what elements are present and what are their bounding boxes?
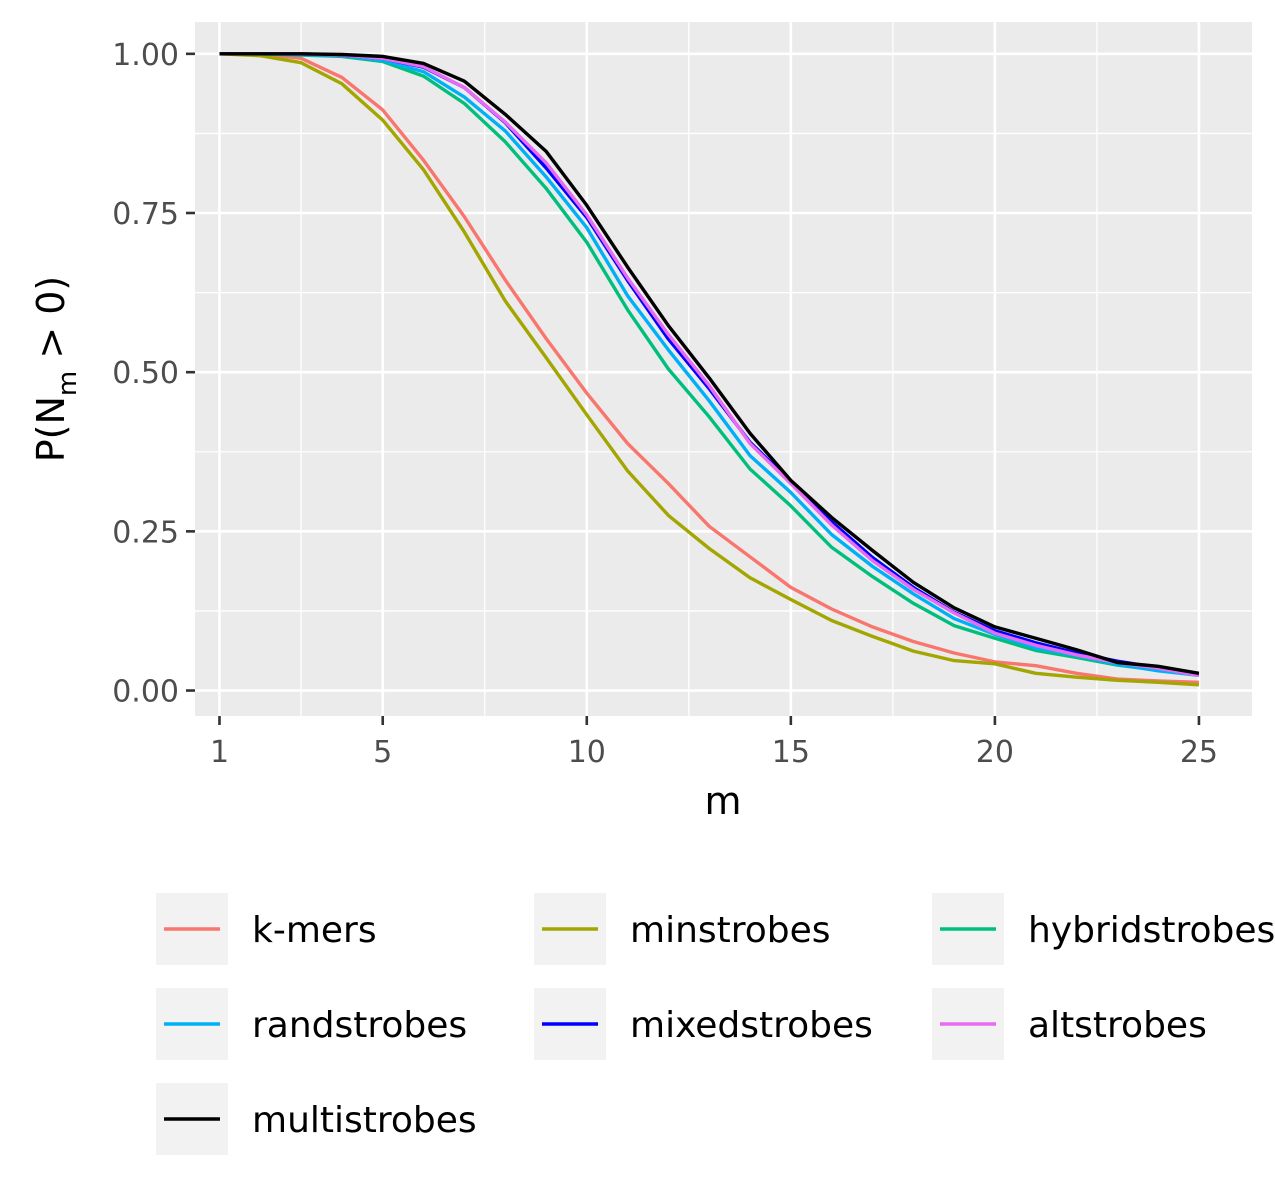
x-tick-label: 5 (373, 735, 392, 770)
minor-gridlines (195, 22, 1252, 716)
series-lines (219, 52, 1200, 687)
legend: k-mers minstrobes hybridstrobes randstrobes… (156, 893, 1275, 1155)
legend-label: multistrobes (252, 1100, 477, 1141)
legend-label: hybridstrobes (1028, 910, 1275, 951)
x-tick-label: 20 (976, 735, 1014, 770)
y-axis-title: P(Nm > 0) (29, 276, 83, 463)
x-tick-label: 15 (772, 735, 810, 770)
series-line-multistrobes (219, 52, 1200, 675)
series-line-k-mers (219, 52, 1199, 684)
y-tick-label: 0.00 (112, 675, 179, 710)
legend-label: minstrobes (630, 910, 831, 951)
legend-label: randstrobes (252, 1005, 467, 1046)
x-tick-label: 1 (210, 735, 229, 770)
y-axis: 0.00 0.25 0.50 0.75 1.00 (112, 38, 195, 710)
legend-item-multistrobes: multistrobes (156, 1083, 477, 1155)
y-tick-label: 1.00 (112, 38, 179, 73)
legend-item-k-mers: k-mers (156, 893, 377, 965)
legend-label: k-mers (252, 910, 377, 951)
legend-item-altstrobes: altstrobes (932, 988, 1207, 1060)
legend-label: mixedstrobes (630, 1005, 873, 1046)
y-tick-label: 0.25 (112, 515, 179, 550)
x-axis: 1 5 10 15 20 25 (210, 716, 1218, 770)
y-axis-title-prefix: P(N (29, 396, 73, 462)
legend-item-randstrobes: randstrobes (156, 988, 467, 1060)
x-axis-title: m (704, 779, 741, 823)
legend-item-hybridstrobes: hybridstrobes (932, 893, 1275, 965)
y-tick-label: 0.50 (112, 356, 179, 391)
y-axis-title-subscript: m (53, 371, 83, 396)
legend-item-minstrobes: minstrobes (534, 893, 831, 965)
legend-label: altstrobes (1028, 1005, 1207, 1046)
y-tick-label: 0.75 (112, 197, 179, 232)
legend-item-mixedstrobes: mixedstrobes (534, 988, 873, 1060)
y-axis-title-suffix: > 0) (29, 276, 73, 371)
series-line-randstrobes (219, 52, 1200, 677)
plot-panel (195, 22, 1252, 716)
x-tick-label: 25 (1180, 735, 1218, 770)
series-line-minstrobes (219, 52, 1200, 687)
series-line-altstrobes (219, 52, 1200, 677)
x-tick-label: 10 (568, 735, 606, 770)
